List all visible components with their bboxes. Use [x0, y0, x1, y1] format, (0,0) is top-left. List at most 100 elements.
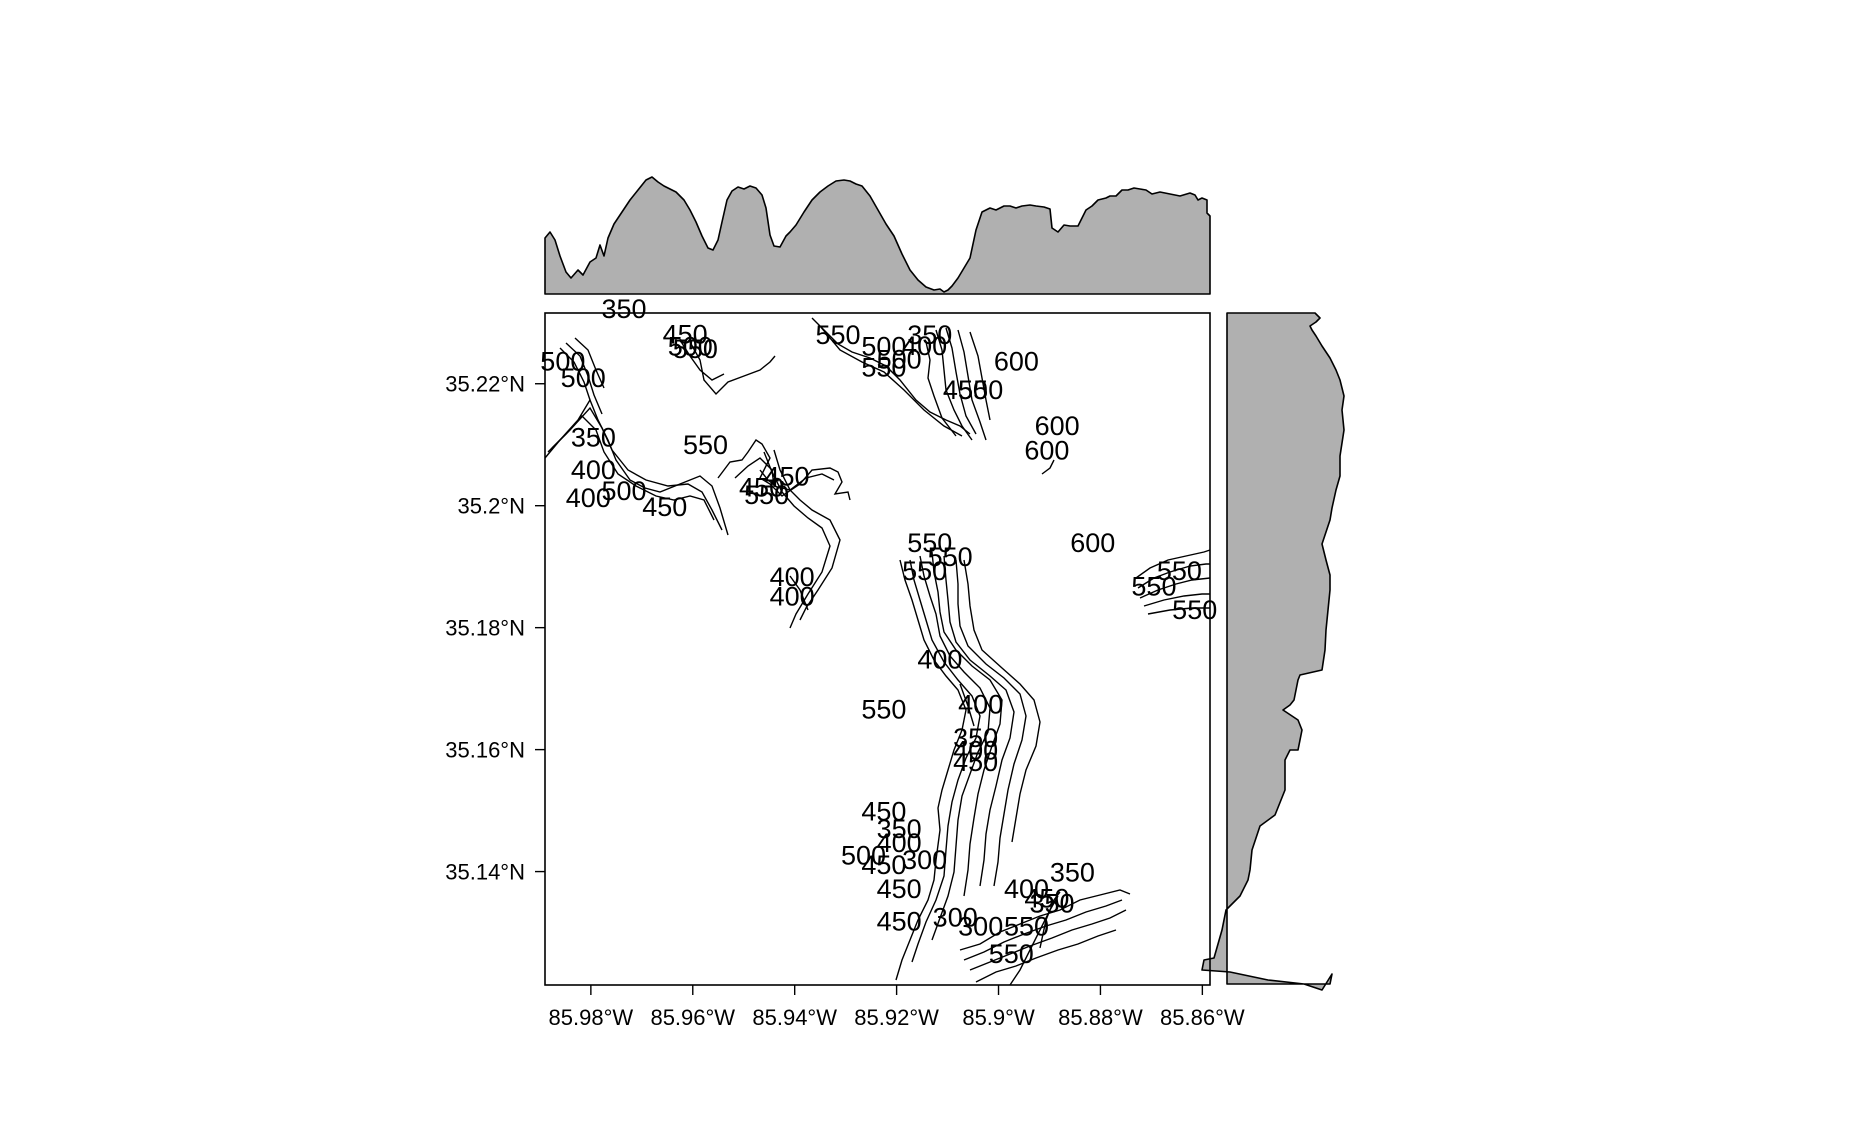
contour-line	[1135, 549, 1211, 579]
contour-line	[925, 341, 957, 437]
contour-label: 450	[1024, 884, 1069, 914]
contour-label: 400	[953, 735, 998, 765]
contour-label: 550	[1172, 595, 1217, 625]
contour-line	[959, 889, 1131, 951]
contour-line	[969, 909, 1127, 971]
contour-label: 600	[1035, 411, 1080, 441]
contour-label: 400	[958, 690, 1003, 720]
contour-line	[1143, 593, 1210, 607]
contour-label: 550	[958, 375, 1003, 405]
contour-label: 350	[1050, 857, 1095, 887]
contour-label: 500	[877, 344, 922, 374]
contour-label: 400	[566, 483, 611, 513]
contour-label: 400	[902, 331, 947, 361]
contour-line	[544, 398, 729, 536]
y-tick-label: 35.22°N	[445, 372, 525, 397]
x-tick-label: 85.92°W	[854, 1005, 939, 1030]
x-tick-label: 85.9°W	[962, 1005, 1035, 1030]
contour-label: 500	[561, 363, 606, 393]
contour-line	[1009, 895, 1059, 986]
contour-label: 500	[540, 346, 585, 376]
contour-label: 550	[815, 320, 860, 350]
contour-label: 550	[928, 542, 973, 572]
contour-label: 550	[989, 939, 1034, 969]
y-axis: 35.14°N 35.16°N 35.18°N 35.2°N 35.22°N	[445, 372, 545, 885]
contour-line	[945, 327, 977, 435]
contour-line	[969, 331, 991, 421]
contour-label: 350	[953, 723, 998, 753]
contour-label: 350	[571, 423, 616, 453]
contour-line	[819, 325, 963, 437]
contour-label: 600	[994, 346, 1039, 376]
contour-line	[935, 329, 973, 441]
contour-line	[957, 329, 987, 441]
contour-label: 550	[861, 352, 906, 382]
contour-line	[895, 559, 967, 981]
contour-label: 450	[739, 473, 784, 503]
contour-line	[565, 342, 603, 415]
contour-lines	[544, 317, 1211, 986]
contour-label: 450	[663, 319, 708, 349]
x-tick-label: 85.98°W	[549, 1005, 634, 1030]
contour-line	[689, 341, 776, 396]
contour-label: 400	[917, 645, 962, 675]
contour-label: 450	[877, 907, 922, 937]
right-profile-area	[1201, 312, 1345, 991]
contour-label: 550	[902, 556, 947, 586]
contour-label: 450	[642, 492, 687, 522]
contour-line	[909, 559, 981, 963]
contour-label: 450	[765, 462, 810, 492]
contour-line	[811, 317, 971, 435]
contour-label: 450	[861, 850, 906, 880]
contour-line	[975, 929, 1117, 983]
x-tick-label: 85.94°W	[752, 1005, 837, 1030]
contour-label: 300	[933, 902, 978, 932]
contour-label: 500	[601, 476, 646, 506]
contour-label: 450	[861, 796, 906, 826]
contour-label: 400	[877, 828, 922, 858]
contour-line	[679, 339, 725, 381]
contour-line	[959, 683, 975, 727]
top-profile-area	[544, 176, 1211, 295]
contour-line	[551, 406, 723, 531]
y-tick-label: 35.14°N	[445, 860, 525, 885]
contour-label: 450	[877, 874, 922, 904]
contour-label: 400	[571, 455, 616, 485]
x-axis: 85.98°W 85.96°W 85.94°W 85.92°W 85.9°W 85.88°…	[549, 985, 1245, 1030]
contour-label: 550	[1157, 556, 1202, 586]
contour-line	[943, 555, 1015, 887]
contour-label: 600	[1024, 435, 1069, 465]
x-tick-label: 85.88°W	[1058, 1005, 1143, 1030]
contour-label: 400	[770, 562, 815, 592]
y-tick-label: 35.2°N	[457, 494, 525, 519]
x-tick-label: 85.86°W	[1160, 1005, 1245, 1030]
contour-label: 600	[1070, 528, 1115, 558]
contour-line	[717, 439, 851, 501]
contour-line	[789, 575, 809, 611]
contour-line	[759, 469, 779, 489]
contour-line	[574, 337, 605, 389]
contour-label: 450	[943, 375, 988, 405]
map-frame	[544, 312, 1211, 986]
contour-label: 550	[1004, 912, 1049, 942]
y-tick-label: 35.18°N	[445, 616, 525, 641]
contour-line	[559, 347, 591, 401]
contour-line	[1147, 607, 1210, 615]
contour-label: 350	[877, 814, 922, 844]
contour-label: 400	[770, 582, 815, 612]
contour-label: 500	[861, 332, 906, 362]
contour-line	[734, 457, 835, 491]
y-tick-label: 35.16°N	[445, 738, 525, 763]
contour-line	[931, 551, 1003, 897]
contour-label: 550	[673, 334, 718, 364]
contour-line	[1137, 563, 1210, 589]
contour-label: 350	[907, 320, 952, 350]
contour-label: 550	[907, 528, 952, 558]
x-tick-label: 85.96°W	[650, 1005, 735, 1030]
contour-label: 550	[683, 430, 728, 460]
contour-label: 400	[1004, 874, 1049, 904]
contour-line	[963, 559, 1041, 843]
contour-label: 300	[958, 912, 1003, 942]
